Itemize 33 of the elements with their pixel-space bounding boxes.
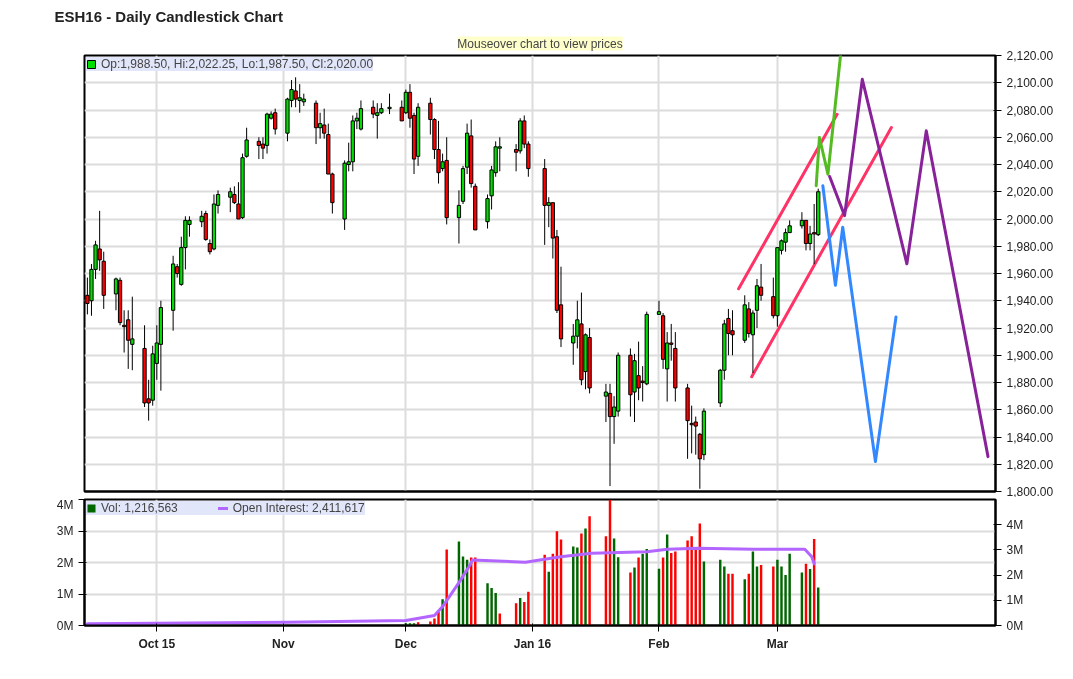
y-tick-label: 3M [56,524,74,538]
y-tick-label: 1,820.00 [1006,457,1054,472]
x-tick-label: Nov [272,636,296,651]
chart-title: ESH16 - Daily Candlestick Chart [54,7,283,25]
y-tick-label: 2,020.00 [1006,185,1054,200]
y-tick-label: 2M [56,555,74,570]
y-tick-label: 2,040.00 [1006,158,1054,172]
y-tick-label: 2,120.00 [1006,49,1054,63]
legend-label: Vol: 1,216,563 [101,501,178,515]
y-tick-label: 0M [56,618,74,633]
y-tick-label: 1,880.00 [1006,376,1054,390]
y-tick-label: 2,100.00 [1006,76,1054,91]
y-tick-label: 1,940.00 [1006,294,1054,309]
y-tick-label: 1,840.00 [1006,430,1054,445]
text: Mouseover chart to view prices [457,36,623,51]
legend-label: Open Interest: 2,411,617 [232,501,365,515]
x-tick-label: Mar [766,636,789,651]
y-tick-label: 1,800.00 [1006,485,1054,499]
y-tick-label: 1,900.00 [1006,348,1054,363]
legend-label: Op:1,988.50, Hi:2,022.25, Lo:1,987.50, Cl:2,020.00 [101,57,374,71]
x-tick-label: Feb [648,636,670,651]
y-tick-label: 4M [56,497,74,512]
y-tick-label: 1M [56,587,74,601]
y-tick-label: 1,980.00 [1006,239,1054,254]
x-tick-label: Oct 15 [138,636,176,651]
y-tick-label: 1,960.00 [1006,267,1054,281]
y-tick-label: 1,860.00 [1006,403,1054,418]
x-tick-label: Jan 16 [513,636,552,651]
y-tick-label: 2,060.00 [1006,130,1054,145]
x-tick-label: Dec [394,636,418,651]
y-tick-label: 1,920.00 [1006,321,1054,336]
y-tick-label: 2,000.00 [1006,212,1054,227]
y-tick-label: 2,080.00 [1006,103,1054,118]
